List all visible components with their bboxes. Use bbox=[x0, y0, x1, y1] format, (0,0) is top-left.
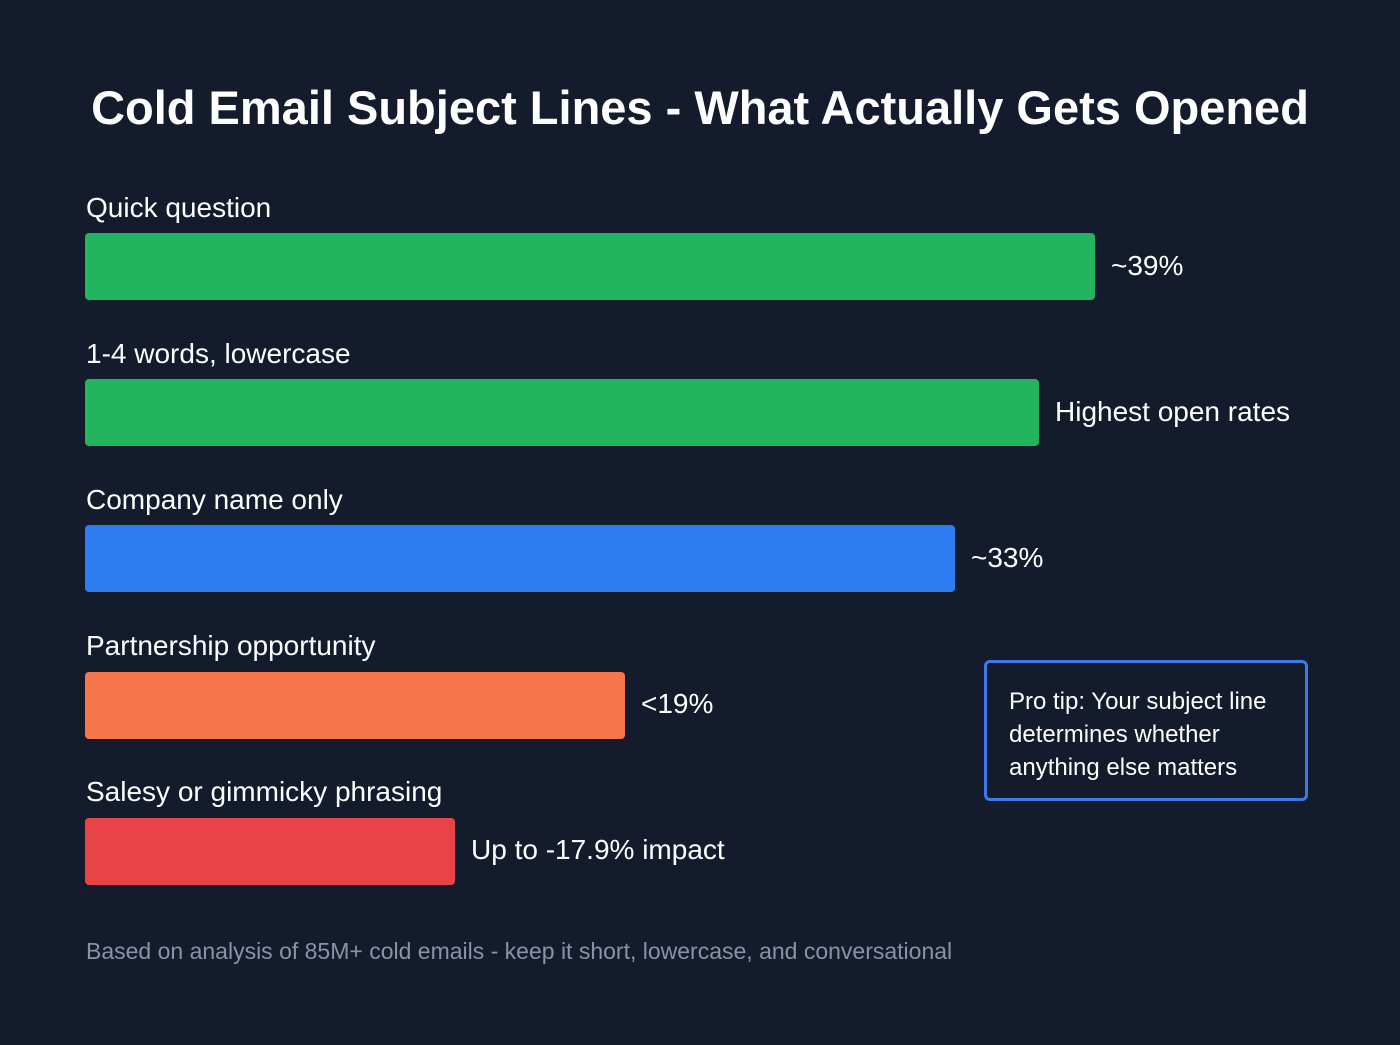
row-label-quick-question: Quick question bbox=[86, 192, 272, 223]
value-label-company-name: ~33% bbox=[971, 542, 1044, 573]
pro-tip-box: Pro tip: Your subject line determines wh… bbox=[984, 660, 1308, 801]
value-label-partnership: <19% bbox=[641, 688, 714, 719]
footnote: Based on analysis of 85M+ cold emails - … bbox=[86, 938, 953, 964]
bar-short-lowercase bbox=[85, 379, 1039, 446]
bar-partnership bbox=[85, 672, 625, 739]
value-label-quick-question: ~39% bbox=[1111, 250, 1184, 281]
bar-salesy bbox=[85, 818, 455, 885]
bar-quick-question bbox=[85, 233, 1095, 300]
row-label-partnership: Partnership opportunity bbox=[86, 630, 376, 661]
bar-company-name bbox=[85, 525, 955, 592]
value-label-short-lowercase: Highest open rates bbox=[1055, 396, 1291, 427]
chart-title: Cold Email Subject Lines - What Actually… bbox=[91, 81, 1309, 134]
row-label-company-name: Company name only bbox=[86, 484, 343, 515]
value-label-salesy: Up to -17.9% impact bbox=[471, 834, 725, 865]
row-label-salesy: Salesy or gimmicky phrasing bbox=[86, 776, 443, 807]
row-label-short-lowercase: 1-4 words, lowercase bbox=[86, 338, 351, 369]
